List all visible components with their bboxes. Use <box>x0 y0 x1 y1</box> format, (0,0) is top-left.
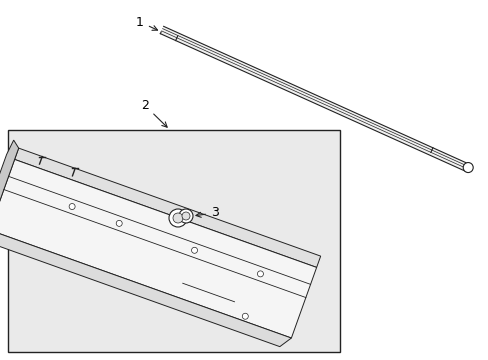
Text: 2: 2 <box>141 99 167 127</box>
Circle shape <box>257 271 263 277</box>
Circle shape <box>169 209 186 227</box>
Text: 1: 1 <box>136 15 157 30</box>
Polygon shape <box>0 230 291 347</box>
Circle shape <box>116 220 122 226</box>
Circle shape <box>173 213 183 223</box>
Circle shape <box>69 203 75 210</box>
Circle shape <box>182 212 190 220</box>
Polygon shape <box>160 26 468 172</box>
Circle shape <box>179 209 193 223</box>
Polygon shape <box>0 140 19 247</box>
Circle shape <box>191 247 197 253</box>
Circle shape <box>462 163 472 172</box>
Polygon shape <box>15 148 320 267</box>
Bar <box>8 130 339 352</box>
Polygon shape <box>0 159 316 338</box>
Circle shape <box>242 313 248 319</box>
Text: 3: 3 <box>196 207 219 220</box>
